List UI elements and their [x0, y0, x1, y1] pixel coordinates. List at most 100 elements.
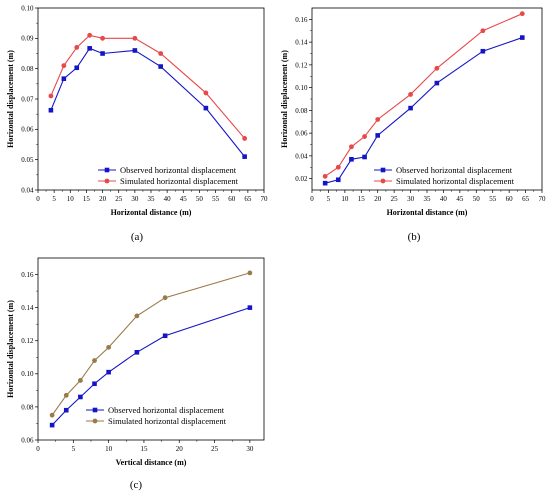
chart1-series-1-point [362, 134, 367, 139]
chart2-series-1-point [247, 270, 253, 276]
chart0-series-0-point [87, 46, 92, 51]
chart0-y-tick-label: 0.10 [21, 4, 34, 12]
chart1-x-tick-label: 15 [358, 195, 366, 203]
chart2-series-0-point [49, 422, 55, 428]
chart1-x-tick-label: 70 [539, 195, 547, 203]
chart1-x-tick-label: 40 [440, 195, 448, 203]
chart2-x-tick-label: 25 [211, 445, 219, 453]
chart1-y-tick-label: 0.10 [295, 84, 308, 92]
chart1-y-tick-label: 0.12 [295, 61, 308, 69]
chart1-series-0-point [335, 177, 341, 183]
chart1-x-tick-label: 50 [473, 195, 481, 203]
chart2-series-1-point [92, 358, 97, 363]
chart2-y-tick-label: 0.08 [21, 403, 34, 411]
chart1-legend-marker-0 [380, 167, 386, 173]
chart2-panel-label: (c) [130, 479, 143, 491]
chart0-x-tick-label: 10 [67, 195, 75, 203]
chart1-series-1-point [408, 92, 413, 97]
chart2-series-1-point [134, 313, 140, 319]
chart2-series-0-point [134, 350, 140, 355]
chart0-plot-frame [37, 7, 265, 191]
chart1-x-tick-label: 10 [341, 195, 349, 203]
chart0-y-tick-label: 0.07 [21, 95, 34, 103]
chart2-x-tick-label: 10 [105, 445, 113, 453]
chart0-x-tick-label: 65 [244, 195, 252, 203]
chart0-series-1-point [87, 32, 93, 38]
chart1-legend-label-1: Simulated horizontal displacement [396, 176, 515, 186]
chart2-series-0-point [162, 333, 168, 339]
chart0-y-tick-label: 0.08 [21, 65, 34, 73]
chart2-series-0-point [63, 407, 69, 413]
chart2-series-1-point [106, 344, 112, 350]
chart0-y-tick-label: 0.04 [21, 186, 34, 194]
chart0-panel-label: (a) [131, 231, 144, 243]
chart0-x-tick-label: 35 [148, 195, 156, 203]
chart2-plot-frame [37, 257, 265, 441]
chart-a: 0 5 10 15 20 25 30 35 40 45 50 55 60 65 70 0.04 0.05 0.06… [6, 4, 268, 243]
chart0-x-axis-title: Horizontal distance (m) [111, 208, 192, 217]
chart1-series-1-point [322, 173, 328, 179]
chart0-series-1-point [158, 51, 164, 56]
chart0-y-axis-title: Horizontal displacement (m) [6, 50, 15, 148]
chart1-y-tick-label: 0.14 [295, 39, 308, 47]
chart0-series-0-point [158, 64, 163, 69]
chart1-y-tick-label: 0.16 [295, 16, 308, 24]
chart0-legend-label-0: Observed horizontal displacement [120, 165, 237, 175]
chart1-x-tick-label: 25 [391, 195, 399, 203]
chart0-x-tick-label: 15 [83, 195, 91, 203]
chart0-y-tick-label: 0.09 [21, 35, 34, 43]
chart0-series-0-point [132, 48, 138, 53]
chart2-series-0-point [78, 394, 83, 400]
chart0-series-0-line [50, 47, 246, 157]
chart2-x-tick-label: 20 [176, 445, 184, 453]
chart0-series-0-point [203, 105, 209, 111]
chart1-series-0-point [322, 180, 328, 186]
chart0-x-tick-label: 20 [99, 195, 107, 203]
chart0-series-1-point [100, 35, 105, 41]
chart0-x-tick-label: 30 [131, 195, 139, 203]
chart1-y-tick-label: 0.06 [295, 130, 308, 138]
chart1-x-tick-label: 45 [456, 195, 464, 203]
chart1-series-0-line [325, 37, 523, 184]
chart1-series-1-point [519, 11, 525, 17]
chart1-x-tick-label: 20 [374, 195, 382, 203]
chart2-y-axis-title: Horizontal displacement (m) [6, 300, 15, 398]
chart1-x-axis-title: Horizontal distance (m) [387, 208, 468, 217]
chart1-series-1-point [375, 117, 381, 122]
chart1-series-0-point [519, 35, 525, 40]
chart2-x-tick-label: 0 [36, 445, 40, 453]
chart2-legend-marker-1 [92, 418, 98, 424]
chart1-series-0-point [480, 48, 486, 54]
chart0-series-1-point [242, 136, 248, 141]
chart1-plot-frame [311, 7, 543, 191]
chart2-x-tick-label: 30 [246, 445, 254, 453]
chart1-x-tick-label: 55 [489, 195, 497, 203]
chart1-x-tick-label: 65 [522, 195, 530, 203]
chart0-y-tick-label: 0.06 [21, 126, 34, 134]
chart1-series-0-point [375, 133, 381, 138]
chart1-series-1-point [434, 65, 440, 71]
chart0-series-0-point [74, 65, 80, 71]
chart0-x-tick-label: 60 [228, 195, 236, 203]
chart2-series-1-point [63, 392, 69, 398]
chart2-series-1-point [77, 378, 83, 383]
chart1-y-tick-label: 0.02 [295, 175, 308, 183]
chart0-series-1-point [48, 93, 54, 99]
chart2-y-tick-label: 0.06 [21, 436, 34, 444]
chart0-series-1-point [132, 35, 138, 41]
chart1-x-tick-label: 30 [407, 195, 415, 203]
chart0-legend-marker-0 [104, 167, 110, 173]
chart1-x-tick-label: 35 [424, 195, 432, 203]
chart0-x-tick-label: 40 [164, 195, 172, 203]
chart1-series-0-point [408, 105, 413, 111]
chart2-y-tick-label: 0.10 [21, 370, 34, 378]
chart0-series-0-point [242, 154, 247, 159]
chart1-x-tick-label: 60 [506, 195, 514, 203]
chart0-x-tick-label: 0 [36, 195, 40, 203]
chart2-y-tick-label: 0.16 [21, 271, 34, 279]
chart0-x-tick-label: 5 [52, 195, 56, 203]
chart2-y-tick-label: 0.12 [21, 337, 34, 345]
chart2-legend-label-1: Simulated horizontal displacement [108, 416, 227, 426]
chart2-x-tick-label: 15 [140, 445, 148, 453]
chart1-series-0-point [362, 154, 367, 160]
